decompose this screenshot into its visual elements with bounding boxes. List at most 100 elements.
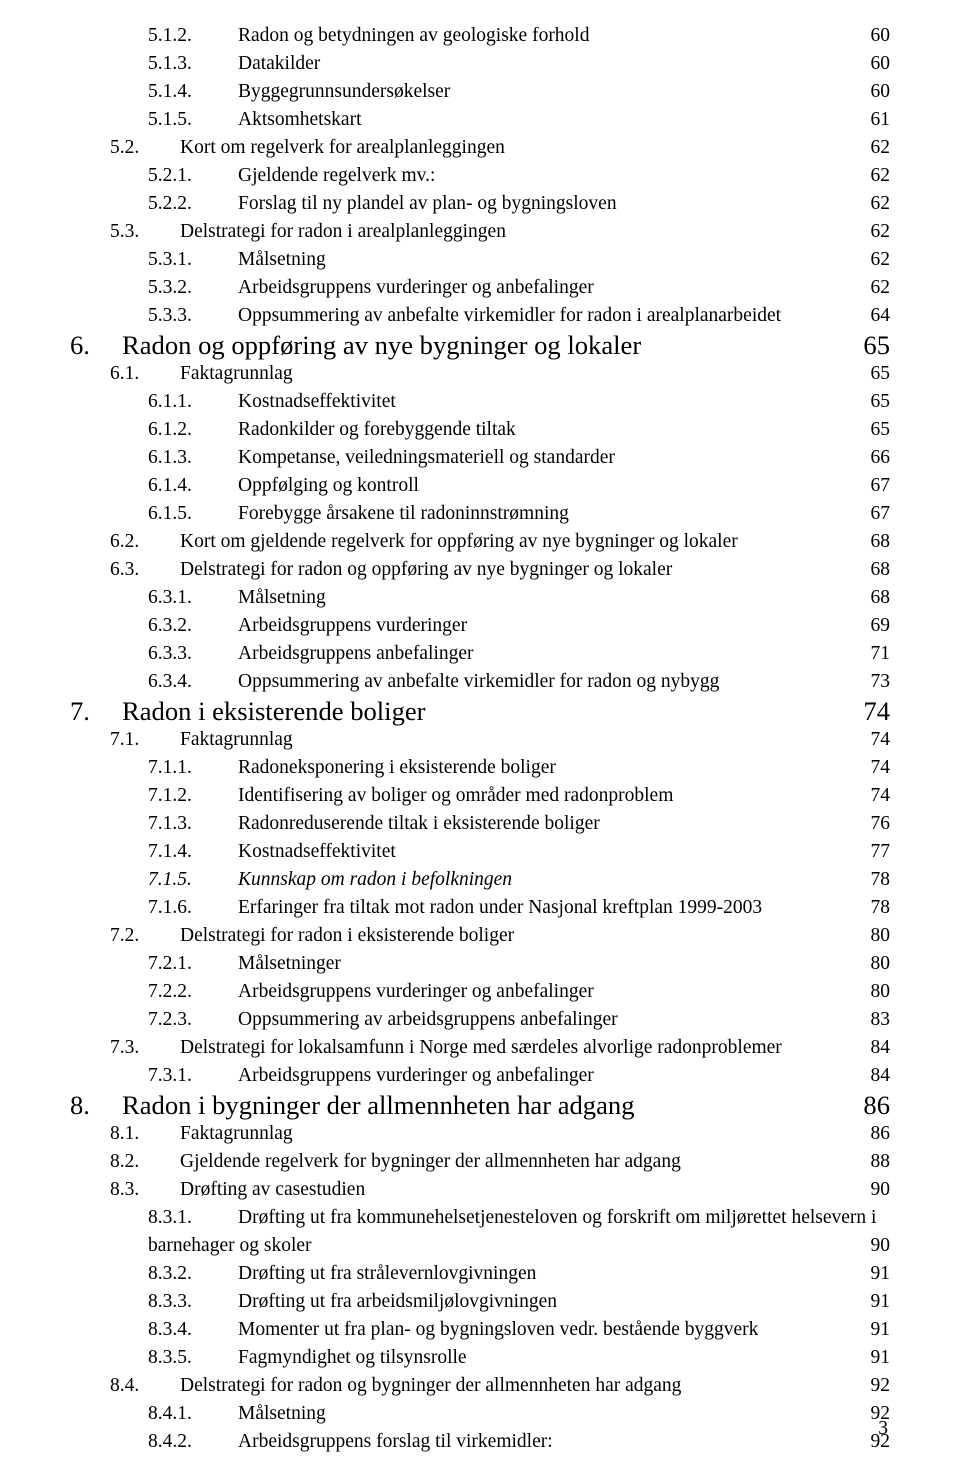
toc-entry-page: 62 <box>860 162 890 190</box>
toc-entry: 5.1.4.Byggegrunnsundersøkelser60 <box>70 78 890 106</box>
toc-entry: 6.1.Faktagrunnlag65 <box>70 360 890 388</box>
toc-entry-page: 84 <box>860 1062 890 1090</box>
toc-entry-number: 6.3.1. <box>148 584 238 612</box>
toc-entry-number: 6.1.5. <box>148 500 238 528</box>
toc-entry-number: 7.3. <box>110 1034 180 1062</box>
toc-entry-title: barnehager og skoler <box>148 1232 312 1260</box>
toc-entry-page: 91 <box>860 1288 890 1316</box>
toc-entry-title: Målsetning <box>238 584 326 612</box>
toc-entry-title: Fagmyndighet og tilsynsrolle <box>238 1344 467 1372</box>
toc-entry-title: Radon og oppføring av nye bygninger og l… <box>122 330 641 360</box>
toc-entry-number: 5.3.2. <box>148 274 238 302</box>
toc-entry-number: 7. <box>70 696 122 726</box>
toc-entry-page: 74 <box>860 754 890 782</box>
toc-entry-number: 7.2.2. <box>148 978 238 1006</box>
toc-entry-title: Faktagrunnlag <box>180 726 293 754</box>
toc-entry: 8.3.3.Drøfting ut fra arbeidsmiljølovgiv… <box>70 1288 890 1316</box>
toc-entry: 5.1.3.Datakilder60 <box>70 50 890 78</box>
toc-entry-number: 8.1. <box>110 1120 180 1148</box>
toc-entry-page: 68 <box>860 556 890 584</box>
toc-entry-title: Delstrategi for radon i arealplanlegging… <box>180 218 506 246</box>
toc-entry-number: 6.1. <box>110 360 180 388</box>
page-number: 3 <box>878 1418 888 1440</box>
toc-entry-number: 7.1.6. <box>148 894 238 922</box>
toc-entry-title: Aktsomhetskart <box>238 106 361 134</box>
toc-entry-number: 5.2.2. <box>148 190 238 218</box>
document-page: 5.1.2.Radon og betydningen av geologiske… <box>0 0 960 1470</box>
toc-entry: 6.1.5.Forebygge årsakene til radoninnstr… <box>70 500 890 528</box>
toc-entry-page: 80 <box>860 950 890 978</box>
toc-entry-number: 8.3.2. <box>148 1260 238 1288</box>
toc-entry: 6.2.Kort om gjeldende regelverk for oppf… <box>70 528 890 556</box>
toc-entry: 6.3.4.Oppsummering av anbefalte virkemid… <box>70 668 890 696</box>
toc-entry-number: 6.3. <box>110 556 180 584</box>
toc-entry-page: 83 <box>860 1006 890 1034</box>
toc-entry-title: Kort om regelverk for arealplanleggingen <box>180 134 505 162</box>
toc-entry: 8.3.1.Drøfting ut fra kommunehelsetjenes… <box>70 1204 890 1260</box>
toc-entry-page: 73 <box>860 668 890 696</box>
toc-entry-title: Datakilder <box>238 50 320 78</box>
toc-entry: 7.2.Delstrategi for radon i eksisterende… <box>70 922 890 950</box>
toc-entry: 5.2.Kort om regelverk for arealplanleggi… <box>70 134 890 162</box>
toc-entry-title: Delstrategi for lokalsamfunn i Norge med… <box>180 1034 782 1062</box>
toc-entry: 6.3.Delstrategi for radon og oppføring a… <box>70 556 890 584</box>
toc-entry-number: 7.1.1. <box>148 754 238 782</box>
toc-entry-title: Erfaringer fra tiltak mot radon under Na… <box>238 894 762 922</box>
toc-entry-number: 5.3.3. <box>148 302 238 330</box>
toc-entry-page: 80 <box>860 978 890 1006</box>
toc-entry-page: 68 <box>860 584 890 612</box>
toc-entry-page: 88 <box>860 1148 890 1176</box>
toc-entry: 5.3.3.Oppsummering av anbefalte virkemid… <box>70 302 890 330</box>
toc-entry-number: 6.3.3. <box>148 640 238 668</box>
toc-entry-page: 65 <box>860 388 890 416</box>
toc-entry: 7.1.1.Radoneksponering i eksisterende bo… <box>70 754 890 782</box>
toc-entry-title: Radonkilder og forebyggende tiltak <box>238 416 516 444</box>
toc-entry-title: Gjeldende regelverk for bygninger der al… <box>180 1148 681 1176</box>
toc-entry-title: Oppfølging og kontroll <box>238 472 419 500</box>
toc-entry-title: Byggegrunnsundersøkelser <box>238 78 450 106</box>
toc-entry: 5.3.Delstrategi for radon i arealplanleg… <box>70 218 890 246</box>
toc-entry-title: Målsetning <box>238 246 326 274</box>
toc-entry-title: Forebygge årsakene til radoninnstrømning <box>238 500 569 528</box>
toc-entry-page: 90 <box>860 1232 890 1260</box>
toc-entry: 5.2.1.Gjeldende regelverk mv.:62 <box>70 162 890 190</box>
toc-entry-title: Radon i eksisterende boliger <box>122 696 426 726</box>
toc-entry: 6.3.1.Målsetning 68 <box>70 584 890 612</box>
toc-entry-title: Arbeidsgruppens forslag til virkemidler: <box>238 1428 553 1456</box>
toc-entry-title: Momenter ut fra plan- og bygningsloven v… <box>238 1316 758 1344</box>
toc-entry-number: 6.3.4. <box>148 668 238 696</box>
toc-entry-page: 67 <box>860 500 890 528</box>
toc-entry-page: 92 <box>860 1372 890 1400</box>
toc-entry-page: 80 <box>860 922 890 950</box>
toc-entry-title: Kort om gjeldende regelverk for oppførin… <box>180 528 738 556</box>
toc-entry-title: Kostnadseffektivitet <box>238 388 396 416</box>
toc-entry-page: 68 <box>860 528 890 556</box>
toc-entry: 8.1.Faktagrunnlag86 <box>70 1120 890 1148</box>
toc-entry-number: 8.3.4. <box>148 1316 238 1344</box>
toc-entry: 6.Radon og oppføring av nye bygninger og… <box>70 330 890 360</box>
toc-entry: 5.2.2.Forslag til ny plandel av plan- og… <box>70 190 890 218</box>
toc-entry: 8.4.2.Arbeidsgruppens forslag til virkem… <box>70 1428 890 1456</box>
toc-entry-title: Kostnadseffektivitet <box>238 838 396 866</box>
toc-entry-number: 8.2. <box>110 1148 180 1176</box>
toc-entry-title: Drøfting ut fra kommunehelsetjenestelove… <box>238 1204 876 1232</box>
toc-entry-number: 8.4.2. <box>148 1428 238 1456</box>
toc-entry: 8.Radon i bygninger der allmennheten har… <box>70 1090 890 1120</box>
toc-entry-title: Arbeidsgruppens vurderinger og anbefalin… <box>238 274 594 302</box>
toc-entry-page: 64 <box>860 302 890 330</box>
toc-entry-number: 7.2.1. <box>148 950 238 978</box>
toc-entry-title: Delstrategi for radon i eksisterende bol… <box>180 922 514 950</box>
toc-entry: 8.3.4.Momenter ut fra plan- og bygningsl… <box>70 1316 890 1344</box>
toc-entry: 7.3.Delstrategi for lokalsamfunn i Norge… <box>70 1034 890 1062</box>
toc-entry-number: 7.2.3. <box>148 1006 238 1034</box>
toc-entry: 7.1.3.Radonreduserende tiltak i eksister… <box>70 810 890 838</box>
toc-entry: 5.3.2.Arbeidsgruppens vurderinger og anb… <box>70 274 890 302</box>
toc-entry-page: 60 <box>860 78 890 106</box>
toc-entry: 7.Radon i eksisterende boliger 74 <box>70 696 890 726</box>
toc-entry-title: Radon og betydningen av geologiske forho… <box>238 22 589 50</box>
toc-entry-page: 91 <box>860 1260 890 1288</box>
toc-entry: 7.1.5.Kunnskap om radon i befolkningen78 <box>70 866 890 894</box>
toc-entry-number: 6.1.3. <box>148 444 238 472</box>
toc-entry-page: 74 <box>860 726 890 754</box>
toc-entry-page: 74 <box>852 696 890 726</box>
